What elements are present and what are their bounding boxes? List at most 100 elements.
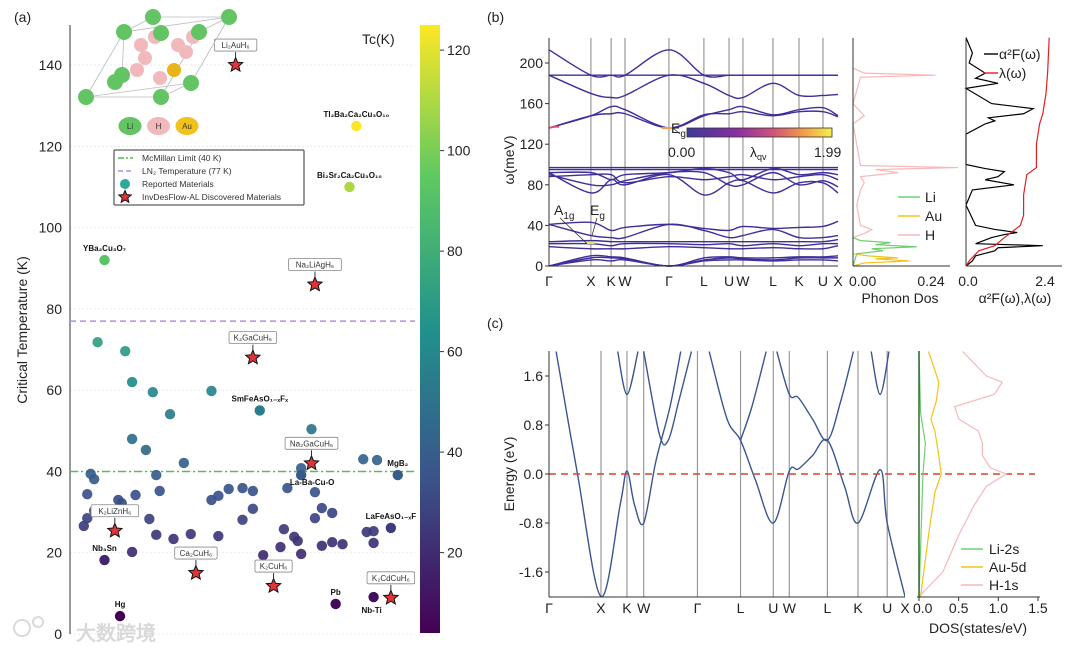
watermark-logo-icon xyxy=(13,619,31,637)
legend-item: Reported Materials xyxy=(142,179,214,189)
phonon-band xyxy=(548,220,839,232)
dos-curve-au-5d xyxy=(919,351,942,597)
phonon-band xyxy=(548,245,839,250)
y-tick-label: 20 xyxy=(46,545,62,561)
reported-material-point xyxy=(213,490,224,502)
y-tick-label: -1.6 xyxy=(519,564,543,580)
reported-material-point xyxy=(316,502,328,514)
reported-material-point xyxy=(114,610,126,622)
x-tick-label: 0.5 xyxy=(949,600,969,616)
y-tick-label: 120 xyxy=(520,136,544,152)
reported-material-point xyxy=(99,254,110,266)
discovered-material-label: Na₂GaCuH₆ xyxy=(290,439,333,448)
reported-material-point xyxy=(154,485,165,497)
y-tick-label: 100 xyxy=(39,220,63,236)
phonon-band xyxy=(548,74,839,100)
y-tick-label: 140 xyxy=(39,57,63,73)
reported-material-point xyxy=(130,489,141,501)
reported-material-point xyxy=(275,541,286,553)
x-tick-label: 0.0 xyxy=(958,273,978,289)
phonon-band xyxy=(548,49,838,78)
y-tick-label: -0.8 xyxy=(519,515,543,531)
legend-swatch-discovered xyxy=(117,189,133,204)
electronic-band xyxy=(739,351,767,441)
li-atom xyxy=(153,25,169,41)
label-box xyxy=(174,546,218,560)
reported-material-point xyxy=(368,537,379,549)
electronic-band xyxy=(776,351,855,442)
discovered-material-star xyxy=(244,348,262,365)
colorbar-tick-label: 20 xyxy=(447,545,463,561)
scatter-plot-a: 0 20 40 60 80 100 120 140 Critical Temperature (… xyxy=(14,25,416,642)
material-label: LaFeAsO₁₋ₓF xyxy=(366,512,417,521)
label-box xyxy=(288,258,342,271)
y-tick-label: 80 xyxy=(527,177,543,193)
discovered-material-star xyxy=(106,521,124,538)
watermark: 大数跨境 xyxy=(13,616,156,645)
k-point-label: W xyxy=(783,600,797,616)
electronic-band xyxy=(617,351,639,396)
reported-material-point xyxy=(247,503,259,515)
material-label: YBa₂Cu₃O₇ xyxy=(83,244,126,253)
k-point-label: U xyxy=(818,273,828,289)
phonon-band xyxy=(548,242,839,247)
colorbar-tick-label: 120 xyxy=(447,42,471,58)
discovered-material-star xyxy=(306,275,324,292)
phonon-band xyxy=(548,110,839,129)
cell-edge xyxy=(85,31,125,98)
label-box xyxy=(254,559,293,573)
material-label: Nb-Ti xyxy=(361,606,381,615)
au-atom xyxy=(167,63,181,77)
discovered-material-label: K₂CuH₆ xyxy=(260,562,288,571)
y-tick-label: 60 xyxy=(46,382,62,398)
k-point-label: K xyxy=(794,273,804,289)
legend-label: Li-2s xyxy=(989,541,1019,557)
discovered-material-label: Na₂LiAgH₆ xyxy=(296,260,334,269)
k-point-label: L xyxy=(823,600,831,616)
mode-annotation: Eg xyxy=(671,120,686,140)
colorbar-title: Tc(K) xyxy=(362,31,395,47)
y-tick-label: 0.0 xyxy=(524,466,544,482)
reported-material-point xyxy=(258,549,269,561)
reported-material-point xyxy=(309,512,321,524)
reported-material-point xyxy=(330,598,341,610)
k-point-label: U xyxy=(882,600,892,616)
band-lines xyxy=(555,351,905,598)
panel-label-a: (a) xyxy=(14,9,31,25)
material-label: La-Ba-Cu-O xyxy=(290,478,334,487)
reported-material-point xyxy=(309,486,321,498)
phonon-band xyxy=(548,254,839,267)
a2f-curve xyxy=(964,37,1043,267)
reported-material-point xyxy=(392,469,403,481)
lambda-highlight xyxy=(548,125,560,129)
li-atom xyxy=(145,9,161,25)
k-point-label: X xyxy=(833,273,843,289)
reported-material-point xyxy=(247,485,259,497)
discovered-material-star xyxy=(265,577,282,594)
dos-curve-li xyxy=(852,237,917,267)
cell-edge xyxy=(85,82,192,98)
k-point-label: X xyxy=(900,600,910,616)
annotation-pointer xyxy=(672,127,681,135)
element-chip xyxy=(175,117,199,135)
li-atom xyxy=(107,74,123,90)
dos-curve-li-2s xyxy=(918,351,926,597)
k-point-label: Γ xyxy=(665,273,673,289)
reported-material-point xyxy=(358,454,369,465)
reported-material-point xyxy=(327,507,338,519)
reported-material-point xyxy=(151,469,162,481)
reported-material-point xyxy=(292,535,303,547)
reported-material-point xyxy=(213,530,224,542)
reported-material-point xyxy=(368,525,379,537)
reported-material-point xyxy=(254,405,265,416)
legend-swatch-reported xyxy=(120,179,130,189)
element-chip-label: H xyxy=(156,122,162,131)
phonon-band xyxy=(548,167,839,181)
y-tick-label: 160 xyxy=(520,96,544,112)
phonon-band xyxy=(548,223,839,240)
y-tick-label: 40 xyxy=(46,463,62,479)
element-chip xyxy=(118,117,142,135)
y-axis-label: Critical Temperature (K) xyxy=(14,256,30,404)
